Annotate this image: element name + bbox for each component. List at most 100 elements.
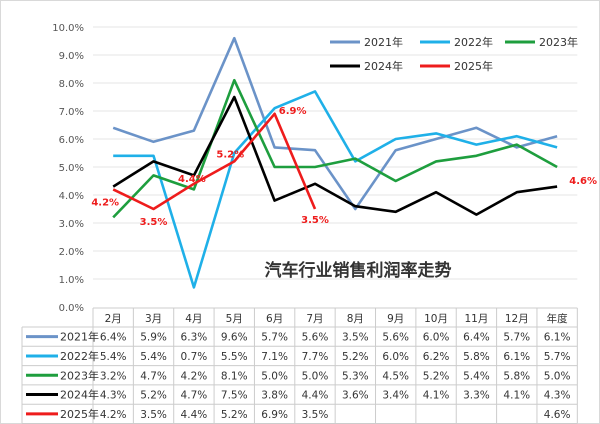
table-cell: 5.2% [342, 351, 369, 363]
data-label-2025: 4.6% [569, 176, 597, 187]
table-cell: 6.0% [423, 332, 450, 344]
series-line-2023年 [112, 78, 558, 219]
table-cell: 4.1% [423, 390, 450, 402]
table-cell: 4.3% [100, 390, 127, 402]
table-cell: 3.3% [463, 390, 490, 402]
table-cell: 5.4% [463, 370, 490, 382]
table-cell: 5.0% [261, 370, 288, 382]
table-cell: 5.7% [544, 351, 571, 363]
table-cell: 5.4% [140, 351, 167, 363]
table-cell: 3.5% [302, 409, 329, 421]
table-cell: 5.0% [302, 370, 329, 382]
table-cell: 3.8% [261, 390, 288, 402]
data-label-2025: 4.2% [91, 197, 119, 208]
table-cell: 6.9% [261, 409, 288, 421]
x-category-label: 9月 [387, 313, 404, 325]
table-cell: 3.5% [140, 409, 167, 421]
series-line-2025年 [112, 112, 317, 211]
table-cell: 4.2% [100, 409, 127, 421]
table-series-label: 2023年 [60, 368, 99, 382]
table-cell: 5.0% [544, 370, 571, 382]
table-cell: 3.2% [100, 370, 127, 382]
x-category-label: 8月 [347, 313, 364, 325]
data-label-2025: 6.9% [279, 106, 307, 117]
chart-title: 汽车行业销售利润率走势 [265, 260, 452, 281]
table-series-label: 2021年 [60, 330, 99, 344]
table-cell: 6.4% [100, 332, 127, 344]
legend-label: 2025年 [454, 59, 493, 73]
table-cell: 6.1% [503, 351, 530, 363]
table-cell: 7.5% [221, 390, 248, 402]
table-cell: 4.7% [181, 390, 208, 402]
table-cell: 4.5% [382, 370, 409, 382]
series-line-2024年 [112, 95, 558, 216]
table-cell: 5.2% [423, 370, 450, 382]
table-cell: 4.6% [544, 409, 571, 421]
y-tick-label: 3.0% [59, 219, 84, 230]
table-cell: 3.5% [342, 332, 369, 344]
table-cell: 6.3% [181, 332, 208, 344]
y-tick-label: 2.0% [59, 247, 84, 258]
table-cell: 5.4% [100, 351, 127, 363]
table-cell: 0.7% [181, 351, 208, 363]
table-cell: 3.4% [382, 390, 409, 402]
table-cell: 4.4% [181, 409, 208, 421]
y-tick-label: 6.0% [59, 135, 84, 146]
table-series-label: 2025年 [60, 407, 99, 421]
y-tick-label: 0.0% [59, 303, 84, 314]
table-series-label: 2022年 [60, 349, 99, 363]
x-category-label: 10月 [424, 313, 448, 325]
table-cell: 5.2% [221, 409, 248, 421]
table-cell: 5.2% [140, 390, 167, 402]
table-cell: 6.4% [463, 332, 490, 344]
series-line-2021年 [112, 36, 558, 211]
y-tick-label: 4.0% [59, 191, 84, 202]
table-cell: 8.1% [221, 370, 248, 382]
table-cell: 4.7% [140, 370, 167, 382]
legend-label: 2021年 [364, 35, 403, 49]
y-tick-label: 7.0% [59, 107, 84, 118]
table-cell: 5.9% [140, 332, 167, 344]
table-cell: 9.6% [221, 332, 248, 344]
x-category-label: 7月 [306, 313, 323, 325]
table-cell: 7.1% [261, 351, 288, 363]
legend-label: 2023年 [539, 35, 578, 49]
table-cell: 6.2% [423, 351, 450, 363]
data-label-2025: 3.5% [301, 215, 329, 226]
table-cell: 6.0% [382, 351, 409, 363]
table-cell: 5.7% [503, 332, 530, 344]
table-cell: 5.8% [503, 370, 530, 382]
table-cell: 4.4% [302, 390, 329, 402]
data-label-2025: 5.2% [216, 149, 244, 160]
y-tick-label: 8.0% [59, 79, 84, 90]
table-cell: 4.2% [181, 370, 208, 382]
legend-label: 2024年 [364, 59, 403, 73]
y-tick-label: 10.0% [52, 23, 84, 34]
data-label-2025: 4.4% [178, 174, 206, 185]
table-cell: 5.5% [221, 351, 248, 363]
x-category-label: 6月 [266, 313, 283, 325]
x-category-label: 12月 [505, 313, 529, 325]
table-cell: 5.3% [342, 370, 369, 382]
table-cell: 4.3% [544, 390, 571, 402]
table-cell: 5.6% [302, 332, 329, 344]
series-line-2022年 [113, 90, 558, 289]
y-tick-label: 5.0% [59, 163, 84, 174]
legend-label: 2022年 [454, 35, 493, 49]
x-category-label: 3月 [145, 313, 162, 325]
table-cell: 7.7% [302, 351, 329, 363]
table-cell: 5.6% [382, 332, 409, 344]
x-category-label: 2月 [105, 313, 122, 325]
table-cell: 5.8% [463, 351, 490, 363]
x-category-label: 4月 [185, 313, 202, 325]
y-tick-label: 1.0% [59, 275, 84, 286]
table-cell: 3.6% [342, 390, 369, 402]
table-series-label: 2024年 [60, 388, 99, 402]
data-label-2025: 3.5% [140, 217, 168, 228]
x-category-label: 11月 [464, 313, 488, 325]
table-cell: 5.7% [261, 332, 288, 344]
table-cell: 4.1% [503, 390, 530, 402]
x-category-label: 年度 [547, 312, 568, 325]
y-tick-label: 9.0% [59, 51, 84, 62]
